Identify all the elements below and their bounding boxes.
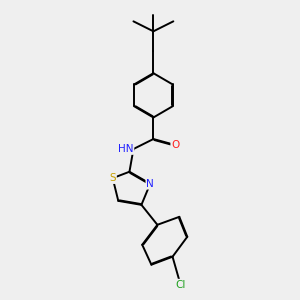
Text: S: S <box>110 173 116 183</box>
Text: N: N <box>146 179 154 189</box>
Text: O: O <box>171 140 179 150</box>
Text: HN: HN <box>118 144 134 154</box>
Text: Cl: Cl <box>175 280 186 290</box>
